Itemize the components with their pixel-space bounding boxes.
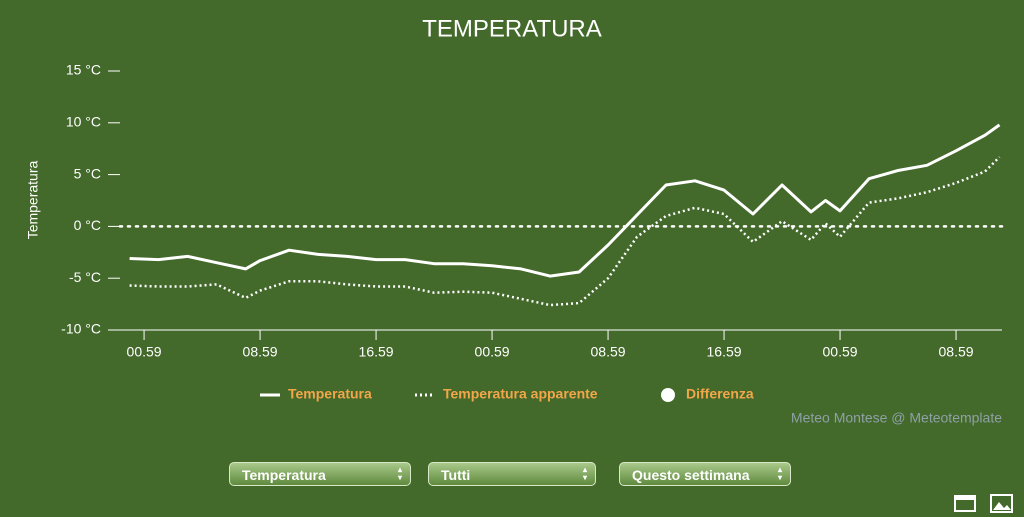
legend-label[interactable]: Differenza [686, 386, 754, 402]
series-line [129, 123, 1001, 278]
chart-title: TEMPERATURA [422, 15, 602, 42]
image-icon-mountain [993, 502, 1011, 510]
dropdown[interactable]: Questo settimana [619, 462, 791, 486]
y-tick-label: 15 °C [66, 62, 101, 78]
y-tick-label: 0 °C [74, 217, 101, 233]
x-tick-label: 16.59 [707, 344, 742, 360]
y-axis-label: Temperatura [25, 160, 41, 239]
x-tick-label: 00.59 [127, 344, 162, 360]
series-line [129, 156, 1001, 307]
window-icon-bar [955, 496, 975, 500]
x-tick-label: 08.59 [591, 344, 626, 360]
y-tick-label: 10 °C [66, 114, 101, 130]
y-tick-label: -5 °C [69, 269, 101, 285]
legend-label[interactable]: Temperatura apparente [443, 386, 598, 402]
y-tick-label: -10 °C [61, 321, 101, 337]
x-tick-label: 16.59 [359, 344, 394, 360]
image-icon[interactable] [990, 494, 1013, 513]
x-tick-label: 00.59 [823, 344, 858, 360]
x-tick-label: 08.59 [939, 344, 974, 360]
legend-symbol [661, 388, 675, 402]
credits: Meteo Montese @ Meteotemplate [791, 410, 1002, 426]
legend-label[interactable]: Temperatura [288, 386, 372, 402]
x-tick-label: 08.59 [243, 344, 278, 360]
x-tick-label: 00.59 [475, 344, 510, 360]
y-tick-label: 5 °C [74, 165, 101, 181]
dropdown[interactable]: Tutti [428, 462, 596, 486]
toolbar-icons[interactable] [954, 494, 1013, 513]
dropdown[interactable]: Temperatura [229, 462, 411, 486]
